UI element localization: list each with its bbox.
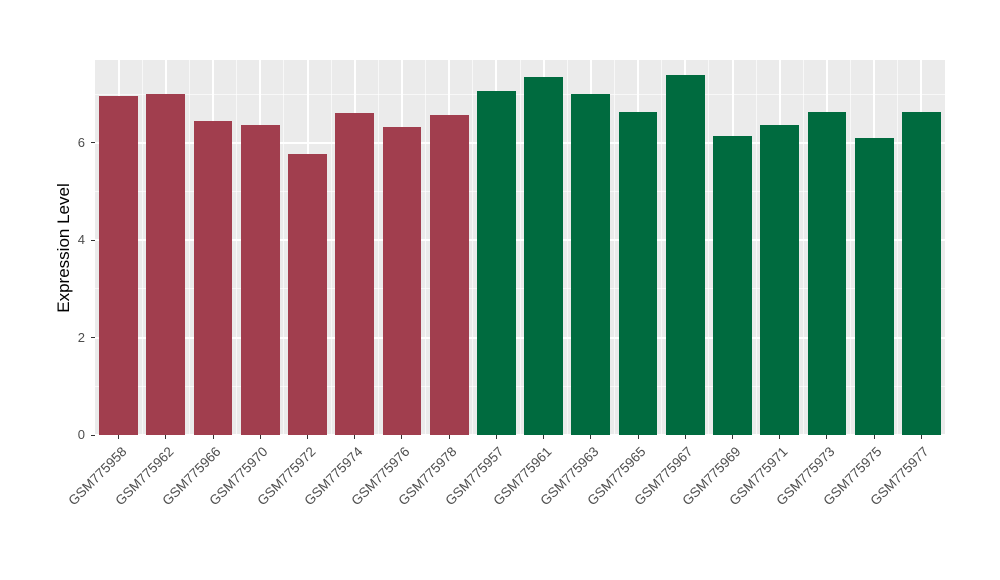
bar-GSM775974 xyxy=(335,112,375,435)
bar-GSM775967 xyxy=(665,74,705,435)
minor-gridline-vertical xyxy=(850,60,852,435)
minor-gridline-vertical xyxy=(613,60,615,435)
bar-GSM775975 xyxy=(854,137,894,435)
y-tick-label: 0 xyxy=(77,427,85,442)
bar-GSM775958 xyxy=(99,95,138,435)
bar-GSM775965 xyxy=(618,111,658,435)
bar-GSM775969 xyxy=(713,135,752,435)
bar-GSM775970 xyxy=(240,124,280,435)
x-axis-tick xyxy=(590,435,592,439)
y-tick-label: 6 xyxy=(77,134,85,150)
bar-GSM775971 xyxy=(760,124,800,435)
x-axis-tick xyxy=(495,435,497,439)
x-axis-tick xyxy=(354,435,356,439)
x-axis-tick xyxy=(543,435,545,439)
y-axis-tick xyxy=(91,142,95,144)
bar-GSM775963 xyxy=(571,93,611,435)
bar-GSM775972 xyxy=(288,153,327,435)
y-tick-label: 4 xyxy=(77,232,85,248)
minor-gridline-vertical xyxy=(897,60,899,435)
y-tick-label: 2 xyxy=(77,329,85,345)
y-axis-tick xyxy=(91,239,95,241)
x-axis-tick xyxy=(920,435,922,439)
x-axis-tick xyxy=(165,435,167,439)
bar-GSM775961 xyxy=(524,76,563,435)
y-axis-tick xyxy=(91,434,95,436)
bar-GSM775978 xyxy=(429,114,469,435)
major-gridline-horizontal xyxy=(95,434,945,436)
minor-gridline-vertical xyxy=(472,60,474,435)
bar-GSM775957 xyxy=(477,90,516,435)
x-axis-tick xyxy=(259,435,261,439)
bar-GSM775976 xyxy=(382,126,422,435)
x-axis-tick xyxy=(732,435,733,439)
minor-gridline-vertical xyxy=(425,60,427,435)
minor-gridline-vertical xyxy=(708,60,710,435)
plot-panel xyxy=(95,60,945,436)
x-axis-tick xyxy=(307,435,308,439)
bar-GSM775977 xyxy=(902,111,941,435)
minor-gridline-vertical xyxy=(377,60,379,435)
x-axis-tick xyxy=(637,435,639,439)
minor-gridline-vertical xyxy=(330,60,332,435)
minor-gridline-vertical xyxy=(188,60,190,435)
x-axis-tick xyxy=(448,435,450,439)
y-axis-tick xyxy=(91,337,95,339)
minor-gridline-vertical xyxy=(141,60,143,435)
x-axis-tick xyxy=(684,435,686,439)
minor-gridline-vertical xyxy=(755,60,757,435)
x-axis-tick xyxy=(826,435,828,439)
x-axis-tick xyxy=(873,435,875,439)
minor-gridline-vertical xyxy=(661,60,663,435)
minor-gridline-vertical xyxy=(236,60,238,435)
x-axis-tick xyxy=(212,435,214,439)
minor-gridline-vertical xyxy=(283,60,285,435)
x-axis-tick xyxy=(779,435,781,439)
minor-gridline-vertical xyxy=(802,60,804,435)
bar-GSM775973 xyxy=(807,111,847,435)
x-axis-tick xyxy=(118,435,120,439)
bar-GSM775962 xyxy=(146,94,186,435)
minor-gridline-vertical xyxy=(566,60,568,435)
bar-GSM775966 xyxy=(193,120,233,435)
minor-gridline-vertical xyxy=(519,60,521,435)
x-axis-tick xyxy=(401,435,403,439)
